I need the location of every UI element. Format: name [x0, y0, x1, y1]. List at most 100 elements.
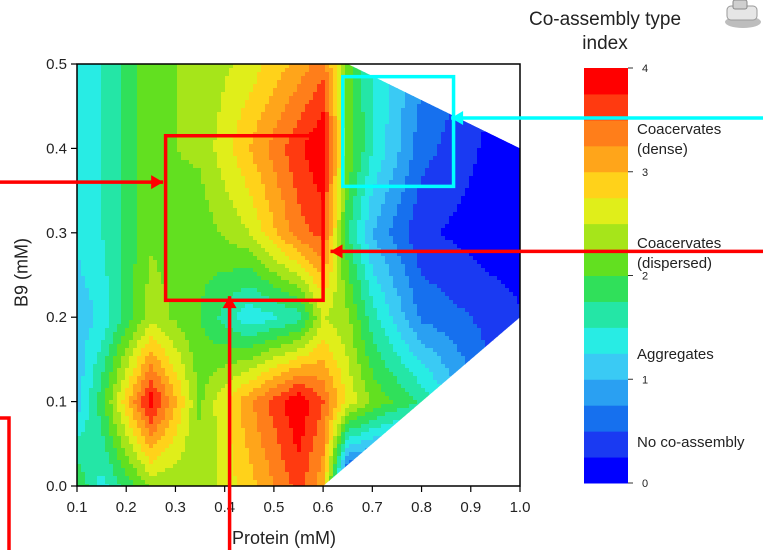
- contour-cell: [249, 212, 254, 217]
- contour-cell: [253, 204, 258, 209]
- contour-cell: [193, 260, 198, 265]
- contour-cell: [185, 248, 190, 253]
- contour-cell: [109, 256, 114, 261]
- contour-cell: [225, 260, 230, 265]
- contour-cell: [117, 348, 122, 353]
- contour-cell: [249, 444, 254, 449]
- contour-cell: [113, 112, 118, 117]
- contour-cell: [245, 288, 250, 293]
- contour-cell: [125, 480, 130, 485]
- contour-cell: [217, 440, 222, 445]
- contour-cell: [253, 168, 258, 173]
- contour-cell: [189, 344, 194, 349]
- contour-cell: [197, 92, 202, 97]
- contour-cell: [249, 296, 254, 301]
- contour-cell: [221, 432, 226, 437]
- contour-cell: [253, 296, 258, 301]
- contour-cell: [185, 380, 190, 385]
- contour-cell: [173, 76, 178, 81]
- contour-cell: [97, 276, 102, 281]
- contour-cell: [141, 336, 146, 341]
- contour-cell: [241, 332, 246, 337]
- contour-cell: [241, 360, 246, 365]
- contour-cell: [177, 180, 182, 185]
- contour-cell: [169, 328, 174, 333]
- contour-cell: [221, 212, 226, 217]
- contour-cell: [97, 116, 102, 121]
- contour-cell: [253, 248, 258, 253]
- contour-cell: [125, 420, 130, 425]
- contour-cell: [205, 264, 210, 269]
- contour-cell: [209, 392, 214, 397]
- contour-cell: [89, 404, 94, 409]
- contour-cell: [105, 360, 110, 365]
- contour-cell: [93, 368, 98, 373]
- contour-cell: [169, 408, 174, 413]
- contour-cell: [173, 428, 178, 433]
- contour-cell: [161, 76, 166, 81]
- contour-cell: [189, 148, 194, 153]
- contour-cell: [197, 188, 202, 193]
- contour-cell: [133, 112, 138, 117]
- contour-cell: [141, 304, 146, 309]
- contour-cell: [193, 456, 198, 461]
- contour-cell: [117, 248, 122, 253]
- contour-cell: [149, 100, 154, 105]
- contour-cell: [185, 236, 190, 241]
- contour-cell: [113, 144, 118, 149]
- contour-cell: [201, 200, 206, 205]
- contour-cell: [141, 280, 146, 285]
- contour-cell: [225, 276, 230, 281]
- contour-cell: [109, 160, 114, 165]
- contour-cell: [105, 140, 110, 145]
- contour-cell: [85, 260, 90, 265]
- contour-cell: [93, 384, 98, 389]
- contour-cell: [85, 448, 90, 453]
- contour-cell: [85, 88, 90, 93]
- contour-cell: [145, 428, 150, 433]
- contour-cell: [157, 296, 162, 301]
- contour-cell: [141, 408, 146, 413]
- contour-cell: [261, 388, 266, 393]
- contour-cell: [85, 340, 90, 345]
- contour-cell: [133, 168, 138, 173]
- contour-cell: [89, 364, 94, 369]
- contour-cell: [181, 320, 186, 325]
- contour-cell: [181, 180, 186, 185]
- contour-cell: [249, 320, 254, 325]
- contour-cell: [165, 108, 170, 113]
- contour-cell: [225, 420, 230, 425]
- contour-cell: [221, 156, 226, 161]
- contour-cell: [205, 324, 210, 329]
- contour-cell: [253, 276, 258, 281]
- contour-cell: [197, 400, 202, 405]
- contour-cell: [109, 328, 114, 333]
- contour-cell: [101, 332, 106, 337]
- contour-cell: [161, 480, 166, 485]
- contour-cell: [241, 168, 246, 173]
- contour-cell: [185, 220, 190, 225]
- contour-cell: [157, 476, 162, 481]
- contour-cell: [261, 480, 266, 485]
- contour-cell: [165, 332, 170, 337]
- contour-cell: [81, 236, 86, 241]
- contour-cell: [173, 120, 178, 125]
- contour-cell: [149, 136, 154, 141]
- contour-cell: [153, 232, 158, 237]
- contour-cell: [253, 332, 258, 337]
- contour-cell: [97, 292, 102, 297]
- contour-cell: [197, 148, 202, 153]
- contour-cell: [161, 384, 166, 389]
- contour-cell: [257, 364, 262, 369]
- contour-cell: [217, 432, 222, 437]
- contour-cell: [241, 328, 246, 333]
- contour-cell: [121, 384, 126, 389]
- contour-cell: [153, 192, 158, 197]
- contour-cell: [181, 436, 186, 441]
- contour-cell: [85, 472, 90, 477]
- contour-cell: [217, 232, 222, 237]
- contour-cell: [205, 104, 210, 109]
- contour-cell: [141, 148, 146, 153]
- contour-cell: [113, 164, 118, 169]
- contour-cell: [241, 484, 246, 486]
